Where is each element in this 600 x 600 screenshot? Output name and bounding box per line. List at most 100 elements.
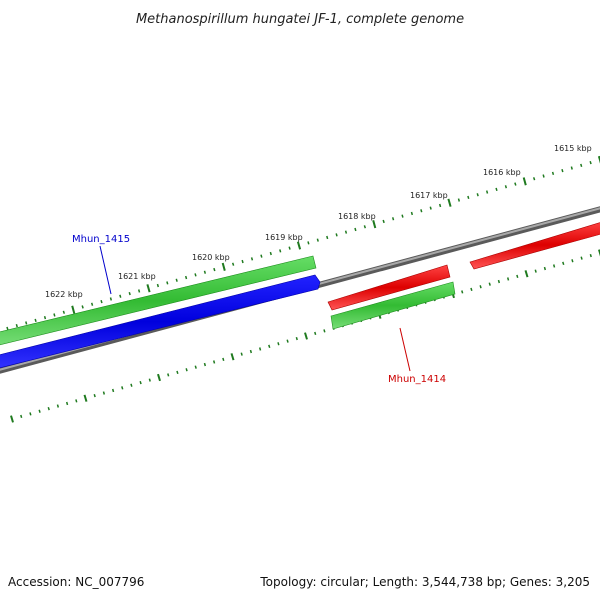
ruler-minor-tick <box>109 297 113 301</box>
ruler-minor-tick <box>485 190 489 194</box>
ruler-minor-tick <box>15 324 18 328</box>
ruler-minor-tick <box>467 195 470 200</box>
ruler-minor-tick <box>495 187 498 191</box>
ruler-minor-tick <box>29 412 32 416</box>
ruler-minor-tick <box>56 404 60 408</box>
ruler-minor-tick <box>38 409 41 413</box>
ruler-major-tick <box>524 270 529 278</box>
ruler-minor-tick <box>552 264 556 268</box>
ruler-major-tick <box>522 177 527 186</box>
ruler-minor-tick <box>438 203 442 208</box>
ruler-minor-tick <box>323 329 326 333</box>
ruler-minor-tick <box>148 378 151 382</box>
ruler-minor-tick <box>295 336 298 341</box>
ruler-minor-tick <box>288 246 291 250</box>
red-cds-feature[interactable] <box>469 221 600 270</box>
ruler-minor-tick <box>506 277 510 281</box>
ruler-minor-tick <box>277 342 280 346</box>
ruler-minor-tick <box>258 347 262 351</box>
ruler-minor-tick <box>497 279 501 284</box>
ruler-minor-tick <box>543 266 547 271</box>
green-cds-feature[interactable] <box>330 281 456 330</box>
ruler-major-tick <box>597 155 600 164</box>
ruler-minor-tick <box>562 261 565 266</box>
ruler-minor-tick <box>534 269 537 273</box>
ruler-minor-tick <box>130 383 133 387</box>
ruler-minor-tick <box>279 249 282 253</box>
ruler-minor-tick <box>65 401 69 406</box>
ruler-minor-tick <box>249 349 253 354</box>
ruler-minor-tick <box>476 193 479 197</box>
ruler-minor-tick <box>111 388 115 393</box>
ruler-major-tick <box>157 373 161 382</box>
ruler-minor-tick <box>461 290 464 294</box>
ruler-major-tick <box>146 284 151 293</box>
ruler-minor-tick <box>580 256 583 260</box>
ruler-major-tick <box>598 249 600 257</box>
ruler-major-tick <box>230 353 235 361</box>
ruler-minor-tick <box>53 313 56 317</box>
ruler-major-tick <box>372 220 377 229</box>
ruler-minor-tick <box>589 161 592 165</box>
kbp-label: 1621 kbp <box>118 272 156 281</box>
ruler-minor-tick <box>194 365 197 369</box>
ruler-minor-tick <box>194 273 197 277</box>
mhun-1415-label[interactable]: Mhun_1415 <box>72 234 130 245</box>
ruler-minor-tick <box>137 289 141 293</box>
ruler-minor-tick <box>470 287 473 291</box>
ruler-minor-tick <box>34 318 37 322</box>
ruler-minor-tick <box>6 326 9 330</box>
kbp-label: 1620 kbp <box>192 253 230 262</box>
ruler-minor-tick <box>314 331 317 336</box>
ruler-minor-tick <box>382 219 385 224</box>
gene-mhun-1415[interactable] <box>0 274 321 369</box>
ruler-major-tick <box>304 332 308 340</box>
ruler-minor-tick <box>119 294 122 298</box>
ruler-minor-tick <box>420 209 423 213</box>
ruler-minor-tick <box>81 305 84 309</box>
ruler-minor-tick <box>571 259 574 263</box>
ruler-minor-tick <box>401 214 404 218</box>
kbp-label: 1615 kbp <box>554 144 592 153</box>
ruler-minor-tick <box>457 198 461 202</box>
ruler-minor-tick <box>20 414 23 419</box>
ruler-minor-tick <box>307 241 310 245</box>
ruler-minor-tick <box>589 253 592 258</box>
ruler-minor-tick <box>184 275 188 280</box>
ruler-minor-tick <box>269 251 272 256</box>
ruler-minor-tick <box>286 339 289 343</box>
genome-summary-text: Topology: circular; Length: 3,544,738 bp… <box>259 575 590 589</box>
ruler-minor-tick <box>260 254 263 258</box>
mhun-1414-label[interactable]: Mhun_1414 <box>388 374 446 385</box>
ruler-minor-tick <box>231 262 235 266</box>
ruler-major-tick <box>10 415 14 423</box>
map-title: Methanospirillum hungatei JF-1, complete… <box>136 12 464 27</box>
ruler-minor-tick <box>121 386 124 390</box>
gene-mhun-1414[interactable] <box>327 264 451 311</box>
ruler-minor-tick <box>542 174 545 178</box>
ruler-minor-tick <box>570 166 573 170</box>
ruler-minor-tick <box>100 300 103 304</box>
green-cds-feature[interactable] <box>0 255 317 346</box>
ruler-minor-tick <box>514 182 517 186</box>
ruler-minor-tick <box>363 225 367 229</box>
ruler-minor-tick <box>185 368 188 372</box>
kbp-label: 1617 kbp <box>410 191 448 200</box>
kbp-label: 1616 kbp <box>483 168 521 177</box>
ruler-minor-tick <box>203 362 207 367</box>
ruler-minor-tick <box>241 259 244 264</box>
kbp-label: 1619 kbp <box>265 233 303 242</box>
ruler-minor-tick <box>75 399 78 403</box>
ruler-minor-tick <box>222 357 225 361</box>
ruler-minor-tick <box>167 373 170 377</box>
ruler-major-tick <box>221 262 226 271</box>
ruler-minor-tick <box>176 370 179 374</box>
ruler-minor-tick <box>203 270 207 274</box>
ruler-minor-tick <box>326 235 329 240</box>
ruler-minor-tick <box>335 233 338 237</box>
ruler-minor-tick <box>25 321 28 325</box>
ruler-minor-tick <box>391 217 395 221</box>
ruler-minor-tick <box>90 302 94 306</box>
ruler-minor-tick <box>580 163 583 167</box>
